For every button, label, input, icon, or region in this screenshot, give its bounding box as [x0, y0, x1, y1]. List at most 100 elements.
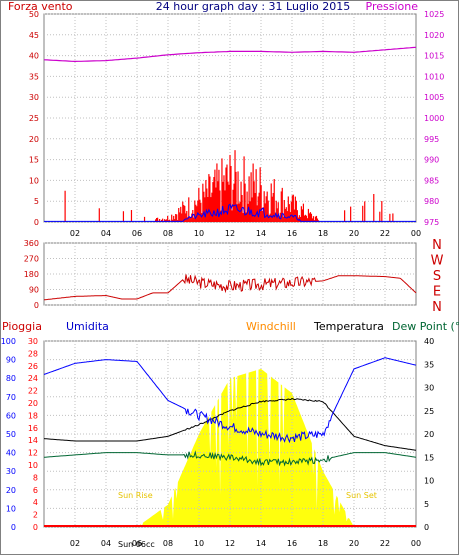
temp-time-tick: 10	[194, 539, 204, 548]
humidity-axis-tick: 20	[6, 486, 16, 495]
humidity-axis-ticks: 0 10 20 30 40 50 60 70 80 90 100	[1, 337, 16, 532]
temp-time-tick: 04	[101, 539, 111, 548]
temperature-axis-tick: 35	[424, 360, 434, 369]
rain-axis-tick: 26	[28, 362, 38, 371]
windchill-legend: Windchill	[246, 320, 296, 333]
rain-axis-tick: 30	[28, 337, 38, 346]
gust-line	[44, 203, 416, 222]
temperature-axis-tick: 0	[424, 523, 429, 532]
humidity-axis-tick: 90	[6, 356, 16, 365]
pressure-axis-tick: 990	[424, 156, 439, 165]
temperature-axis-ticks: 0 5 10 15 20 25 30 35 40	[424, 337, 434, 532]
rain-axis-tick: 22	[28, 387, 38, 396]
temperature-axis-tick: 10	[424, 477, 434, 486]
pressure-axis-tick: 995	[424, 135, 439, 144]
pressure-axis-tick: 1005	[424, 93, 444, 102]
wind-time-tick: 22	[380, 229, 390, 238]
temperature-axis-tick: 5	[424, 500, 429, 509]
wind-axis-ticks: 0 5 10 15 20 25 30 35 40 45 50	[29, 10, 39, 227]
wind-axis-tick: 30	[29, 93, 39, 102]
direction-axis-tick: 90	[29, 286, 39, 295]
wind-axis-tick: 15	[29, 156, 39, 165]
dewpoint-line	[43, 450, 417, 467]
sun-hour-label: Sun 06cc	[118, 540, 155, 549]
humidity-axis-tick: 70	[6, 393, 16, 402]
temperature-axis-tick: 15	[424, 453, 434, 462]
direction-axis-tick: 0	[34, 301, 39, 310]
wind-axis-tick: 10	[29, 176, 39, 185]
wind-panel-grid	[44, 13, 416, 223]
wind-time-tick: 12	[225, 229, 235, 238]
solar-area	[44, 368, 416, 527]
wind-time-tick: 14	[256, 229, 266, 238]
rain-axis-tick: 14	[28, 436, 38, 445]
pressure-axis-ticks: 975 980 985 990 995 1000 1005 1010 1015 1020 1025	[424, 10, 444, 227]
direction-axis-tick: 180	[24, 270, 39, 279]
pressure-axis-tick: 1000	[424, 114, 444, 123]
compass-label: E	[433, 285, 441, 300]
temperature-line	[43, 397, 417, 451]
pressure-title: Pressione	[366, 0, 419, 13]
temperature-axis-tick: 40	[424, 337, 434, 346]
rain-axis-tick: 28	[28, 349, 38, 358]
humidity-axis-tick: 100	[1, 337, 16, 346]
temp-time-tick: 00	[411, 539, 421, 548]
humidity-axis-tick: 30	[6, 467, 16, 476]
wind-time-axis: 02 04 06 08 10 12 14 16 18 20 22 00	[70, 229, 421, 238]
rain-axis-tick: 24	[28, 374, 38, 383]
wind-time-tick: 20	[349, 229, 359, 238]
temp-time-tick: 06	[132, 539, 142, 548]
humidity-axis-tick: 50	[6, 430, 16, 439]
wind-time-tick: 06	[132, 229, 142, 238]
temperature-axis-tick: 20	[424, 430, 434, 439]
wind-axis-tick: 40	[29, 52, 39, 61]
wind-time-tick: 08	[163, 229, 173, 238]
temp-time-tick: 02	[70, 539, 80, 548]
temperature-axis-tick: 30	[424, 384, 434, 393]
temp-time-tick: 20	[349, 539, 359, 548]
pressure-axis-tick: 985	[424, 176, 439, 185]
humidity-line	[43, 357, 417, 444]
wind-time-tick: 04	[101, 229, 111, 238]
wind-axis-tick: 0	[34, 218, 39, 227]
wind-axis-tick: 35	[29, 72, 39, 81]
humidity-legend: Umidita	[66, 320, 109, 333]
temp-time-tick: 12	[225, 539, 235, 548]
temp-time-tick: 08	[163, 539, 173, 548]
wind-time-tick: 02	[70, 229, 80, 238]
wind-time-tick: 16	[287, 229, 297, 238]
compass-label: S	[433, 269, 441, 284]
sun-set-label: Sun Set	[346, 491, 377, 500]
direction-axis-tick: 270	[24, 255, 39, 264]
humidity-axis-tick: 10	[6, 504, 16, 513]
rain-axis-tick: 20	[28, 399, 38, 408]
rain-axis-tick: 12	[28, 449, 38, 458]
pressure-axis-tick: 975	[424, 218, 439, 227]
temperature-axis-tick: 25	[424, 407, 434, 416]
temp-time-tick: 18	[318, 539, 328, 548]
wind-axis-tick: 20	[29, 135, 39, 144]
wind-axis-tick: 45	[29, 31, 39, 40]
direction-axis-tick: 360	[24, 239, 39, 248]
compass-label: N	[432, 238, 442, 253]
sun-rise-label: Sun Rise	[118, 491, 153, 500]
pressure-axis-tick: 1010	[424, 72, 444, 81]
temp-time-tick: 22	[380, 539, 390, 548]
temp-time-tick: 14	[256, 539, 266, 548]
direction-panel-grid	[44, 242, 416, 306]
temp-time-axis: 02 04 06 08 10 12 14 16 18 20 22 00	[70, 539, 421, 548]
wind-axis-tick: 5	[34, 197, 39, 206]
rain-axis-tick: 6	[33, 486, 38, 495]
humidity-axis-tick: 40	[6, 449, 16, 458]
rain-legend: Pioggia	[2, 320, 42, 333]
rain-axis-tick: 4	[33, 498, 38, 507]
pressure-line	[43, 46, 417, 63]
rain-axis-tick: 2	[33, 511, 38, 520]
wind-time-tick: 00	[411, 229, 421, 238]
wind-time-tick: 18	[318, 229, 328, 238]
rain-axis-tick: 10	[28, 461, 38, 470]
